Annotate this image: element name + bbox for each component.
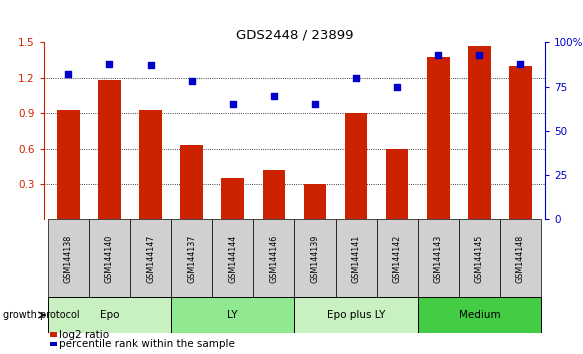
Bar: [500, 219, 541, 297]
Bar: [222, 178, 244, 219]
Text: GSM144140: GSM144140: [105, 234, 114, 282]
Text: GSM144141: GSM144141: [352, 234, 360, 282]
Text: GSM144145: GSM144145: [475, 234, 484, 282]
Bar: [139, 110, 162, 219]
Text: GSM144139: GSM144139: [311, 234, 319, 282]
Title: GDS2448 / 23899: GDS2448 / 23899: [236, 28, 353, 41]
Text: GSM144142: GSM144142: [393, 234, 402, 282]
Bar: [171, 297, 294, 333]
Bar: [130, 219, 171, 297]
Text: log2 ratio: log2 ratio: [59, 330, 110, 339]
Text: GSM144143: GSM144143: [434, 234, 442, 282]
Text: GSM144147: GSM144147: [146, 234, 155, 282]
Text: GSM144144: GSM144144: [229, 234, 237, 282]
Bar: [98, 80, 121, 219]
Text: Epo: Epo: [100, 310, 120, 320]
Text: Medium: Medium: [459, 310, 500, 320]
Bar: [50, 332, 57, 337]
Point: [64, 72, 73, 77]
Point: [146, 63, 155, 68]
Text: GSM144148: GSM144148: [516, 234, 525, 282]
Bar: [427, 57, 449, 219]
Point: [105, 61, 114, 67]
Text: growth protocol: growth protocol: [3, 310, 79, 320]
Point: [434, 52, 443, 58]
Bar: [294, 219, 335, 297]
Bar: [48, 219, 89, 297]
Bar: [417, 297, 541, 333]
Bar: [386, 149, 409, 219]
Bar: [304, 184, 326, 219]
Point: [187, 79, 196, 84]
Point: [475, 52, 484, 58]
Text: Epo plus LY: Epo plus LY: [327, 310, 385, 320]
Bar: [89, 219, 130, 297]
Bar: [335, 219, 377, 297]
Bar: [262, 170, 285, 219]
Text: LY: LY: [227, 310, 238, 320]
Bar: [459, 219, 500, 297]
Bar: [171, 219, 212, 297]
Bar: [417, 219, 459, 297]
Point: [269, 93, 279, 98]
Point: [310, 102, 319, 107]
Bar: [180, 145, 203, 219]
Point: [516, 61, 525, 67]
Bar: [345, 113, 367, 219]
Point: [392, 84, 402, 90]
Point: [352, 75, 361, 81]
Text: GSM144137: GSM144137: [187, 234, 196, 282]
Bar: [294, 297, 417, 333]
Text: percentile rank within the sample: percentile rank within the sample: [59, 339, 236, 349]
Bar: [57, 110, 80, 219]
Bar: [377, 219, 417, 297]
Bar: [468, 46, 491, 219]
Bar: [48, 297, 171, 333]
Point: [228, 102, 237, 107]
Text: GSM144146: GSM144146: [269, 234, 278, 282]
Bar: [509, 66, 532, 219]
Bar: [212, 219, 254, 297]
Bar: [50, 342, 57, 346]
Text: GSM144138: GSM144138: [64, 234, 73, 282]
Bar: [254, 219, 294, 297]
